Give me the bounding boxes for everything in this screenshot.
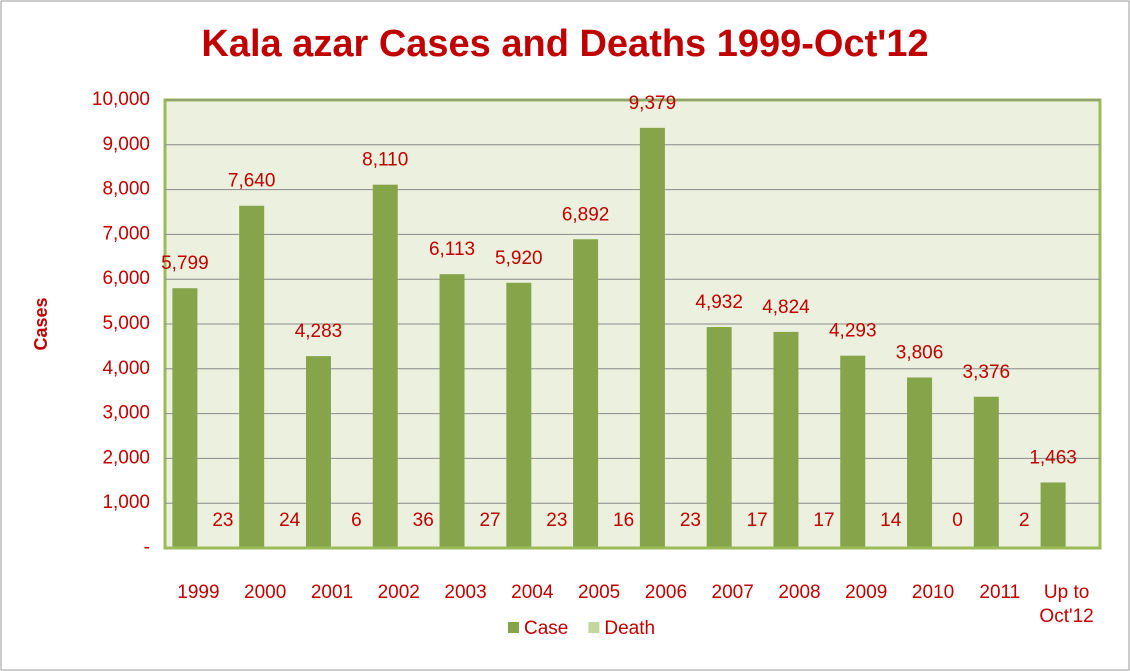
- bar: [773, 331, 799, 548]
- chart-title: Kala azar Cases and Deaths 1999-Oct'12: [201, 23, 928, 65]
- legend-swatch: [508, 622, 519, 633]
- x-tick-label: 1999: [177, 582, 220, 603]
- bar: [172, 288, 198, 548]
- x-tick-label: Up to Oct'12: [1039, 582, 1094, 627]
- value-label: 2: [1019, 510, 1030, 531]
- bar: [439, 274, 465, 548]
- y-tick-label: 4,000: [102, 358, 150, 379]
- x-tick-label: 2003: [444, 582, 487, 603]
- y-tick-label: 9,000: [102, 134, 150, 155]
- y-tick-label: 7,000: [102, 223, 150, 244]
- value-label: 27: [479, 510, 500, 531]
- value-label: 4,283: [295, 321, 343, 342]
- value-label: 3,806: [896, 343, 944, 364]
- y-axis-label: Cases: [31, 297, 51, 350]
- value-label: 24: [279, 510, 301, 531]
- x-tick-label: 2011: [979, 582, 1021, 603]
- x-tick-label: 2001: [310, 582, 354, 603]
- x-tick-label: 2009: [845, 582, 888, 603]
- y-tick-label: -: [144, 537, 150, 558]
- value-label: 6: [351, 510, 362, 531]
- x-tick-label: 2007: [711, 582, 754, 603]
- value-label: 0: [952, 510, 963, 531]
- value-label: 14: [880, 510, 902, 531]
- value-label: 17: [813, 510, 834, 531]
- value-label: 16: [613, 510, 634, 531]
- value-label: 9,379: [629, 93, 677, 114]
- value-label: 3,376: [963, 362, 1011, 383]
- value-label: 7,640: [228, 171, 276, 192]
- value-label: 4,932: [695, 292, 743, 313]
- x-tick-label: 2000: [244, 582, 287, 603]
- y-tick-label: 2,000: [102, 447, 150, 468]
- y-tick-label: 5,000: [102, 313, 150, 334]
- y-tick-label: 3,000: [102, 403, 150, 424]
- y-tick-label: 8,000: [102, 179, 150, 200]
- y-tick-label: 6,000: [102, 268, 150, 289]
- value-label: 8,110: [362, 150, 408, 171]
- value-label: 5,799: [161, 253, 209, 274]
- legend-label: Death: [604, 618, 655, 639]
- legend-label: Case: [524, 618, 568, 639]
- bar: [973, 396, 999, 548]
- x-tick-label: 2002: [377, 582, 420, 603]
- value-label: 6,113: [429, 239, 475, 260]
- bar: [840, 355, 866, 548]
- value-label: 36: [413, 510, 434, 531]
- bar: [639, 127, 665, 548]
- y-tick-label: 1,000: [102, 492, 150, 513]
- value-label: 23: [212, 510, 233, 531]
- x-tick-label: 2005: [577, 582, 621, 603]
- bar: [239, 205, 265, 548]
- value-label: 23: [680, 510, 701, 531]
- legend-swatch: [588, 622, 600, 633]
- y-tick-label: 10,000: [92, 89, 150, 110]
- value-label: 17: [747, 510, 768, 531]
- x-tick-label: 2008: [778, 582, 821, 603]
- value-label: 6,892: [562, 204, 610, 225]
- bar: [907, 377, 933, 548]
- x-tick-label: 2006: [644, 582, 688, 603]
- bar: [1040, 482, 1066, 548]
- bar: [372, 184, 398, 548]
- bar: [506, 282, 532, 548]
- bar: [573, 239, 599, 548]
- x-tick-label: 2010: [911, 582, 955, 603]
- x-tick-label: 2004: [511, 582, 554, 603]
- value-label: 4,293: [829, 321, 877, 342]
- value-label: 23: [546, 510, 567, 531]
- bar: [305, 356, 331, 548]
- value-label: 1,463: [1029, 447, 1077, 468]
- value-label: 4,824: [762, 297, 810, 318]
- bar: [706, 327, 732, 548]
- value-label: 5,920: [495, 248, 543, 269]
